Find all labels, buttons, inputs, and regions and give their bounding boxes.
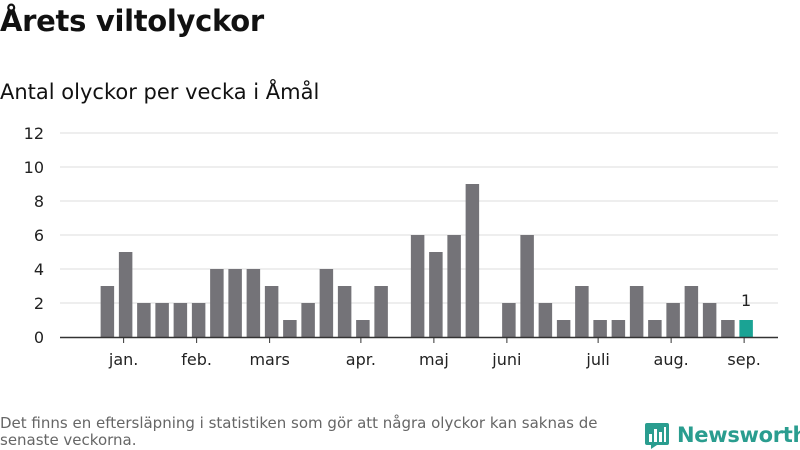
bars bbox=[100, 184, 753, 337]
y-tick-label: 12 bbox=[24, 124, 44, 143]
bar bbox=[118, 252, 133, 337]
bar bbox=[246, 269, 261, 337]
bar bbox=[611, 320, 626, 337]
x-tick-labels: jan. feb. mars apr. maj juni juli aug. sep. bbox=[108, 337, 761, 369]
bar-chart-logo-icon bbox=[645, 423, 669, 449]
x-tick-label: jan. bbox=[108, 350, 138, 369]
y-tick-label: 0 bbox=[34, 328, 44, 347]
y-tick-label: 10 bbox=[24, 158, 44, 177]
x-tick-label: sep. bbox=[727, 350, 760, 369]
footnote: Det finns en eftersläpning i statistiken… bbox=[0, 414, 598, 449]
x-tick-label: aug. bbox=[654, 350, 689, 369]
bar bbox=[137, 303, 151, 337]
bar bbox=[210, 269, 224, 337]
bar bbox=[666, 303, 680, 337]
bar bbox=[721, 320, 735, 337]
brand-logo[interactable]: Newsworthy bbox=[645, 420, 800, 450]
bar bbox=[283, 320, 297, 337]
bar bbox=[228, 269, 242, 337]
bar bbox=[502, 303, 516, 337]
y-tick-label: 4 bbox=[34, 260, 44, 279]
chart-subtitle: Antal olyckor per vecka i Åmål bbox=[0, 80, 320, 104]
x-tick-label: apr. bbox=[346, 350, 376, 369]
bar bbox=[429, 252, 443, 337]
x-tick-label: juli bbox=[585, 350, 609, 369]
bar bbox=[100, 286, 115, 337]
x-tick-label: maj bbox=[419, 350, 449, 369]
bar bbox=[155, 303, 169, 337]
bar bbox=[264, 286, 279, 337]
bar bbox=[337, 286, 352, 337]
y-tick-labels: 0 2 4 6 8 10 12 bbox=[24, 124, 44, 347]
data-labels: 1 bbox=[741, 291, 751, 310]
bar bbox=[702, 303, 717, 337]
bar-chart: 0 2 4 6 8 10 12 jan. feb. mars apr. maj juni juli aug… bbox=[24, 124, 778, 369]
bar bbox=[629, 286, 644, 337]
bar bbox=[301, 303, 315, 337]
bar bbox=[648, 320, 662, 337]
bar bbox=[191, 303, 206, 337]
bar bbox=[447, 235, 461, 337]
x-tick-label: mars bbox=[249, 350, 289, 369]
bar bbox=[356, 320, 370, 337]
bar bbox=[556, 320, 571, 337]
bar bbox=[410, 235, 425, 337]
bar bbox=[575, 286, 589, 337]
bar bbox=[520, 235, 534, 337]
y-tick-label: 8 bbox=[34, 192, 44, 211]
bar bbox=[538, 303, 553, 337]
bar bbox=[465, 184, 480, 337]
y-tick-label: 6 bbox=[34, 226, 44, 245]
data-label: 1 bbox=[741, 291, 751, 310]
y-tick-label: 2 bbox=[34, 294, 44, 313]
bar bbox=[739, 320, 753, 337]
bar bbox=[374, 286, 388, 337]
bar bbox=[173, 303, 188, 337]
brand-name: Newsworthy bbox=[677, 423, 800, 447]
chart-title: Årets viltolyckor bbox=[0, 4, 264, 38]
bar bbox=[684, 286, 699, 337]
x-tick-label: juni bbox=[491, 350, 521, 369]
x-tick-label: feb. bbox=[181, 350, 212, 369]
bar bbox=[593, 320, 607, 337]
bar bbox=[319, 269, 334, 337]
